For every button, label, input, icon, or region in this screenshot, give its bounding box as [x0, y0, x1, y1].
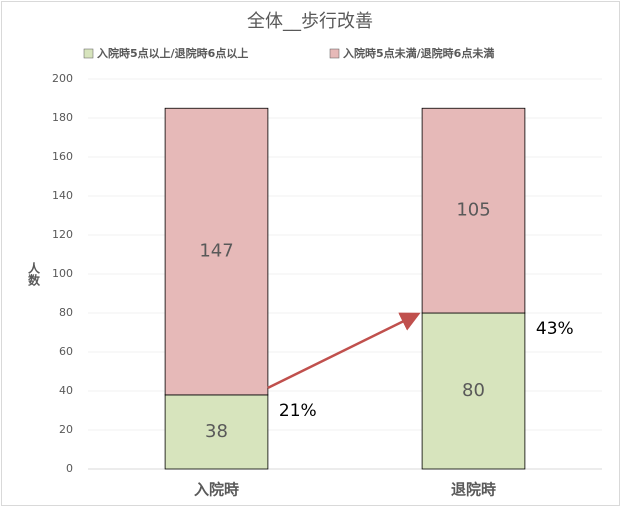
- y-tick-label: 120: [52, 228, 73, 241]
- x-tick-label: 退院時: [451, 481, 496, 499]
- y-tick-label: 100: [52, 267, 73, 280]
- data-label: 105: [456, 200, 490, 221]
- data-label: 147: [199, 241, 233, 262]
- y-tick-label: 40: [59, 384, 73, 397]
- chart-title: 全体__歩行改善: [247, 11, 373, 32]
- bar-segment: [421, 107, 526, 314]
- arrow: [267, 312, 421, 390]
- legend-label: 入院時5点以上/退院時6点以上: [97, 46, 248, 60]
- x-tick-label: 入院時: [194, 481, 239, 499]
- y-axis-label: 人数: [27, 261, 41, 287]
- legend-swatch: [83, 48, 94, 59]
- y-tick-label: 180: [52, 111, 73, 124]
- legend-label: 入院時5点未満/退院時6点未満: [343, 46, 494, 60]
- y-tick-label: 160: [52, 150, 73, 163]
- y-tick-label: 80: [59, 306, 73, 319]
- data-label: 80: [462, 380, 485, 401]
- legend-swatch: [329, 48, 340, 59]
- y-tick-label: 60: [59, 345, 73, 358]
- data-label: 38: [205, 421, 228, 442]
- y-tick-label: 0: [66, 462, 73, 475]
- bar-segment: [421, 312, 526, 470]
- bar-segment: [164, 107, 269, 396]
- y-tick-label: 20: [59, 423, 73, 436]
- annotation: 43%: [536, 319, 574, 339]
- y-tick-label: 140: [52, 189, 73, 202]
- annotation: 21%: [279, 401, 317, 421]
- bar-segment: [164, 394, 269, 470]
- y-tick-label: 200: [52, 72, 73, 85]
